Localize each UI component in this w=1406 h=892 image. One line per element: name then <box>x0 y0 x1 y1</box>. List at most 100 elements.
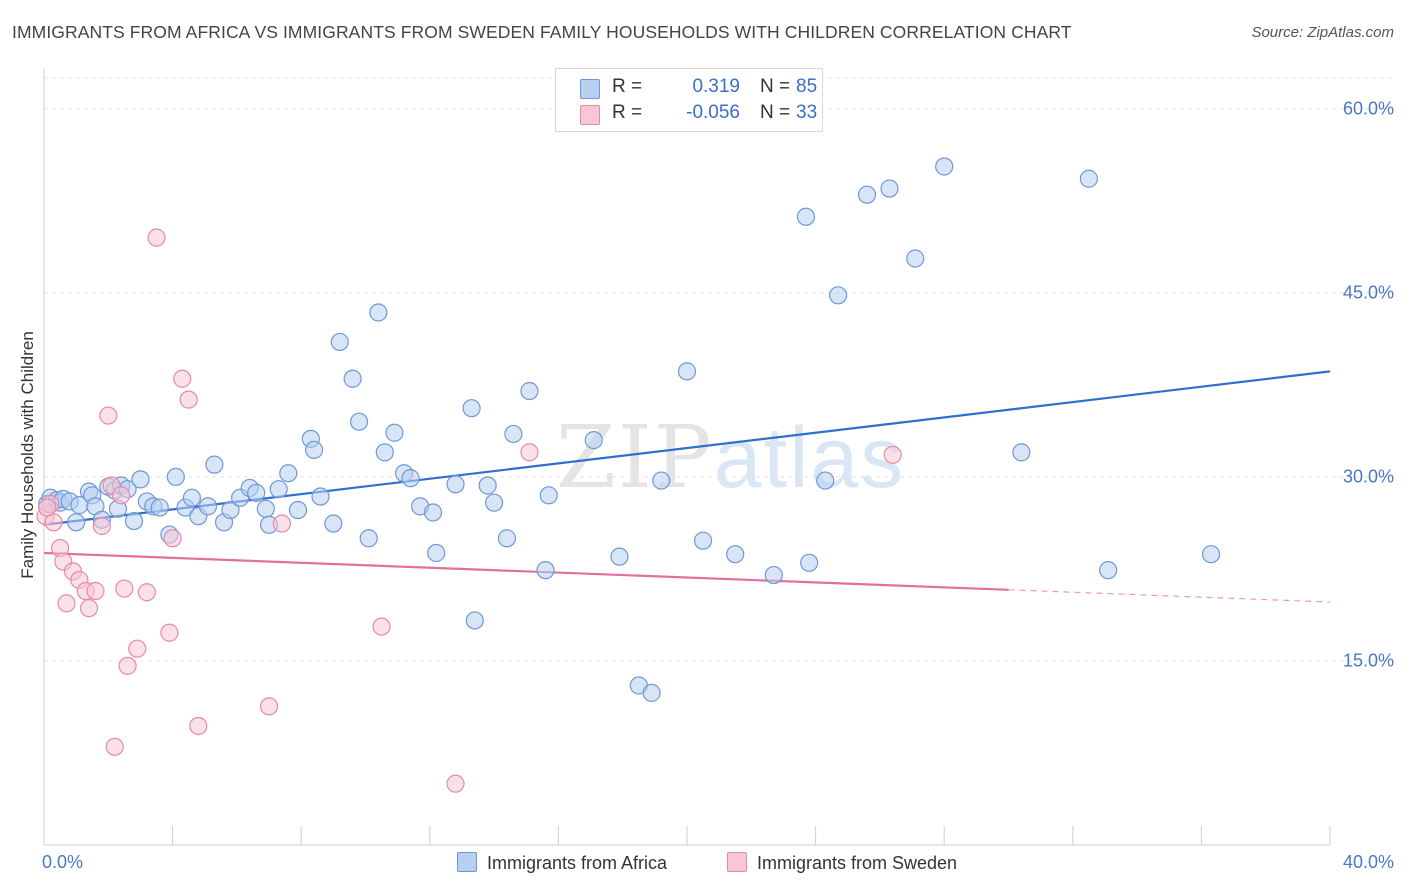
sweden-point <box>520 443 539 462</box>
x-tick-label: 0.0% <box>42 852 84 872</box>
africa-point <box>311 487 330 506</box>
africa-point <box>935 157 954 176</box>
africa-point <box>385 423 404 442</box>
sweden-point <box>272 514 292 533</box>
y-tick-label: 60.0% <box>1342 98 1394 119</box>
africa-point <box>330 332 349 352</box>
sweden-point <box>446 774 465 793</box>
sweden-point <box>147 228 166 247</box>
watermark-zip: ZIP <box>556 408 714 508</box>
y-tick-label: 30.0% <box>1342 466 1394 487</box>
sweden-trend-line <box>43 551 1009 591</box>
correlation-legend: R = 0.319 N = 85 R = -0.056 N = 33 <box>555 68 823 132</box>
sweden-point <box>179 390 198 409</box>
sweden-point <box>38 498 57 517</box>
africa-point <box>536 561 555 580</box>
legend-n-label: N = <box>760 102 791 123</box>
legend-n-value: 33 <box>796 102 818 123</box>
africa-point <box>800 553 819 572</box>
legend-n-value: 85 <box>796 76 818 97</box>
africa-point <box>478 476 497 495</box>
africa-point <box>182 488 201 507</box>
legend-r-value: -0.056 <box>686 102 740 123</box>
chart-title: IMMIGRANTS FROM AFRICA VS IMMIGRANTS FRO… <box>12 22 1072 42</box>
africa-point <box>369 303 388 322</box>
africa-point <box>343 369 362 388</box>
sweden-point <box>115 579 134 598</box>
africa-point <box>131 470 150 489</box>
sweden-point <box>86 581 105 601</box>
africa-point <box>446 475 465 494</box>
bottom-legend-swatch-africa <box>457 852 477 872</box>
trend-lines <box>43 370 1331 603</box>
africa-point <box>401 469 420 488</box>
y-tick-label: 45.0% <box>1342 282 1394 303</box>
africa-point <box>349 412 369 431</box>
africa-point <box>359 529 378 548</box>
data-points <box>36 157 1221 793</box>
sweden-point <box>105 737 124 756</box>
africa-point <box>324 514 343 533</box>
africa-point <box>693 531 713 550</box>
africa-point <box>796 207 816 226</box>
africa-point <box>256 499 275 518</box>
africa-point <box>1201 545 1221 564</box>
sweden-point <box>128 639 147 658</box>
legend-swatch-africa <box>580 79 600 99</box>
sweden-point <box>259 697 279 716</box>
bottom-legend-label-africa: Immigrants from Africa <box>487 853 668 873</box>
africa-point <box>166 467 185 487</box>
africa-point <box>279 464 298 483</box>
africa-point <box>205 455 224 474</box>
sweden-point <box>137 583 156 602</box>
sweden-point <box>173 369 192 388</box>
legend-swatch-sweden <box>580 105 600 125</box>
sweden-point <box>57 594 76 613</box>
africa-point <box>247 483 266 502</box>
africa-point <box>504 424 523 444</box>
africa-point <box>375 443 394 462</box>
legend-r-label: R = <box>612 102 643 123</box>
africa-point <box>423 503 443 522</box>
legend-r-label: R = <box>612 76 643 97</box>
sweden-point <box>189 716 208 736</box>
bottom-legend-label-sweden: Immigrants from Sweden <box>757 853 958 873</box>
sweden-point <box>112 486 131 505</box>
africa-point <box>652 471 671 490</box>
africa-point <box>198 497 218 516</box>
legend-r-value: 0.319 <box>692 76 740 97</box>
africa-point <box>124 511 144 531</box>
sweden-point <box>372 617 391 636</box>
africa-point <box>221 500 240 520</box>
africa-point <box>829 286 848 305</box>
sweden-point <box>79 599 99 618</box>
sweden-point <box>99 406 118 425</box>
africa-point <box>288 500 308 520</box>
sweden-trend-extension <box>1008 589 1331 603</box>
africa-point <box>1012 443 1031 462</box>
y-tick-label: 15.0% <box>1342 650 1394 671</box>
sweden-point <box>160 623 179 642</box>
africa-point <box>1079 169 1098 188</box>
africa-point <box>269 480 288 499</box>
y-axis-label: Family Households with Children <box>18 331 37 579</box>
bottom-legend-africa[interactable]: Immigrants from Africa <box>457 852 667 874</box>
legend-n-label: N = <box>760 76 791 97</box>
africa-point <box>857 185 877 204</box>
africa-point <box>465 611 484 630</box>
africa-point <box>677 362 697 381</box>
sweden-point <box>92 516 111 536</box>
africa-point <box>764 565 783 585</box>
africa-point <box>539 486 558 505</box>
africa-point <box>304 440 324 460</box>
africa-point <box>816 471 835 490</box>
africa-point <box>726 545 745 564</box>
source-label: Source: ZipAtlas.com <box>1251 24 1394 41</box>
africa-point <box>427 543 446 563</box>
africa-point <box>906 249 925 268</box>
bottom-legend-sweden[interactable]: Immigrants from Sweden <box>727 852 957 874</box>
africa-point <box>880 179 899 198</box>
bottom-legend-swatch-sweden <box>727 852 747 872</box>
africa-point <box>67 513 86 532</box>
